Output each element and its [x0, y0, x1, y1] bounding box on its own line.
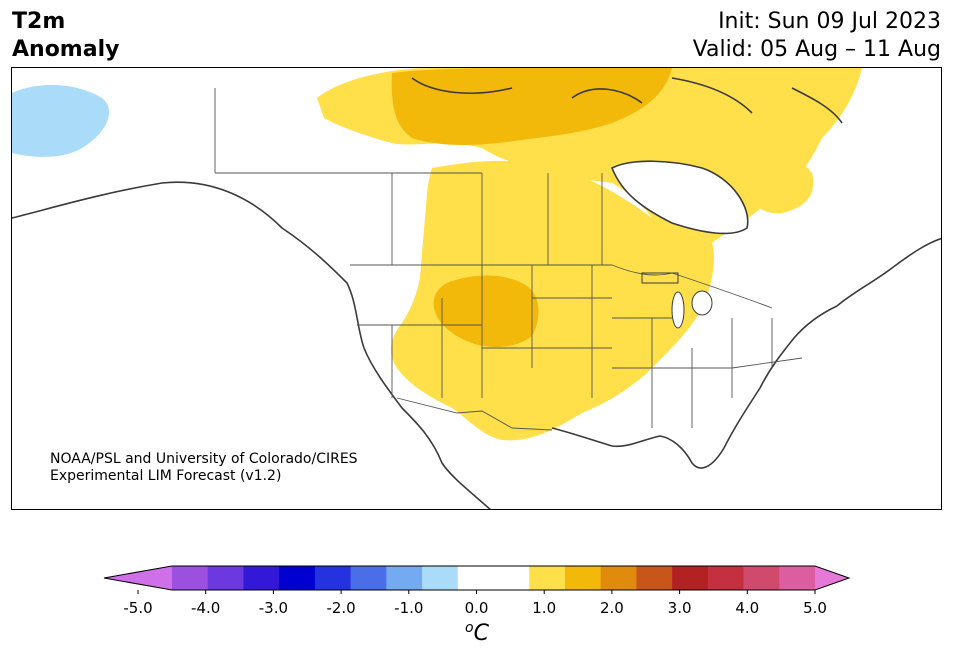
gulf-coastline — [551, 305, 838, 469]
colorbar-tick-label: 4.0 — [735, 599, 759, 617]
colorbar-swatch — [636, 566, 673, 590]
lake-michigan — [671, 291, 685, 329]
warm-anomaly-interior — [390, 160, 714, 441]
colorbar-swatch — [672, 566, 709, 590]
colorbar-ticks: -5.0 -4.0 -3.0 -2.0 -1.0 0.0 1.0 2.0 3.0 4.0 5.0 — [123, 590, 827, 617]
colorbar-swatch — [207, 566, 244, 590]
colorbar-tick-label: -3.0 — [259, 599, 288, 617]
warm-anomaly-gold-wyoming — [433, 275, 539, 348]
colorbar-swatch — [529, 566, 566, 590]
colorbar-tick-label: 3.0 — [668, 599, 692, 617]
title-line-variable: T2m — [12, 9, 66, 34]
colorbar-swatch — [172, 566, 209, 590]
colorbar-swatch — [243, 566, 280, 590]
colorbar-tick-label: -5.0 — [123, 599, 152, 617]
unit-degree-superscript: o — [465, 620, 474, 636]
colorbar-swatch — [422, 566, 459, 590]
pacific-coastline — [12, 181, 491, 509]
map-title: T2m Anomaly — [12, 8, 119, 64]
init-date: Init: Sun 09 Jul 2023 — [718, 9, 941, 34]
colorbar-tick-label: 0.0 — [465, 599, 489, 617]
colorbar-tick-label: 1.0 — [532, 599, 556, 617]
colorbar-swatch — [350, 566, 387, 590]
colorbar-tick-label: -2.0 — [326, 599, 355, 617]
lake-superior — [641, 272, 679, 284]
colorbar-swatches — [103, 565, 851, 591]
credit-line-institution: NOAA/PSL and University of Colorado/CIRE… — [50, 451, 358, 467]
warm-anomaly-quebec — [745, 151, 814, 214]
us-states-west — [357, 265, 803, 428]
colorbar-swatch — [457, 566, 494, 590]
anomaly-shading — [12, 68, 862, 441]
colorbar-swatch — [743, 566, 780, 590]
hudson-bay-coast — [610, 160, 749, 235]
lake-huron — [691, 290, 713, 316]
colorbar-swatch — [600, 566, 637, 590]
unit-base: C — [474, 621, 490, 646]
arctic-islands — [411, 77, 843, 124]
colorbar-extend-high — [815, 566, 849, 590]
colorbar-tick-label: 2.0 — [600, 599, 624, 617]
us-mexico-border — [396, 397, 553, 431]
coastlines — [12, 77, 941, 509]
map-panel: NOAA/PSL and University of Colorado/CIRE… — [11, 67, 942, 510]
colorbar-swatch — [779, 566, 816, 590]
colorbar: -5.0 -4.0 -3.0 -2.0 -1.0 0.0 1.0 2.0 3.0 4.0 5.0 o… — [103, 565, 851, 646]
warm-anomaly-gold-north — [391, 68, 672, 145]
colorbar-unit: oC — [465, 620, 490, 646]
data-credit: NOAA/PSL and University of Colorado/CIRE… — [50, 451, 358, 485]
colorbar-tick-label: 5.0 — [803, 599, 827, 617]
white-gap-hudson — [612, 161, 748, 234]
colorbar-swatch — [707, 566, 745, 590]
colorbar-swatch — [279, 566, 316, 590]
colorbar-swatch — [386, 566, 423, 590]
credit-line-product: Experimental LIM Forecast (v1.2) — [50, 468, 282, 484]
colorbar-tick-label: -1.0 — [394, 599, 423, 617]
colorbar-outline — [103, 565, 851, 591]
atlantic-coastline — [836, 237, 941, 307]
political-borders — [214, 88, 803, 431]
title-line-quantity: Anomaly — [12, 37, 120, 62]
colorbar-tick-label: -4.0 — [191, 599, 220, 617]
colorbar-swatch — [314, 566, 352, 590]
valid-range: Valid: 05 Aug – 11 Aug — [692, 37, 941, 62]
canada-provinces — [214, 88, 603, 265]
forecast-dates: Init: Sun 09 Jul 2023 Valid: 05 Aug – 11… — [693, 8, 941, 64]
anomaly-map — [12, 68, 941, 509]
colorbar-swatch — [564, 566, 602, 590]
colorbar-extend-low — [104, 566, 172, 590]
colorbar-swatch — [493, 566, 530, 590]
cold-anomaly-alaska — [12, 84, 110, 157]
